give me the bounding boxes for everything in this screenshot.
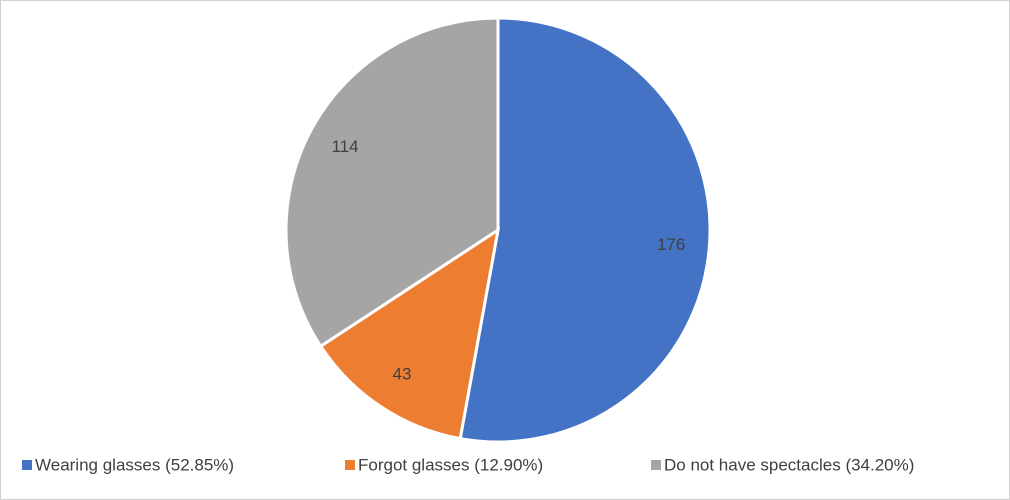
data-label: 114 — [331, 137, 358, 156]
data-label: 43 — [393, 364, 412, 383]
pie-slice — [458, 16, 712, 444]
legend-label: Wearing glasses (52.85%) — [35, 455, 234, 474]
legend-swatch — [651, 460, 661, 470]
data-label: 176 — [657, 235, 685, 254]
legend-swatch — [345, 460, 355, 470]
legend-swatch — [22, 460, 32, 470]
pie-slice — [318, 226, 501, 441]
legend-label: Do not have spectacles (34.20%) — [664, 455, 914, 474]
legend-label: Forgot glasses (12.90%) — [358, 455, 543, 474]
pie-slice — [284, 16, 500, 349]
